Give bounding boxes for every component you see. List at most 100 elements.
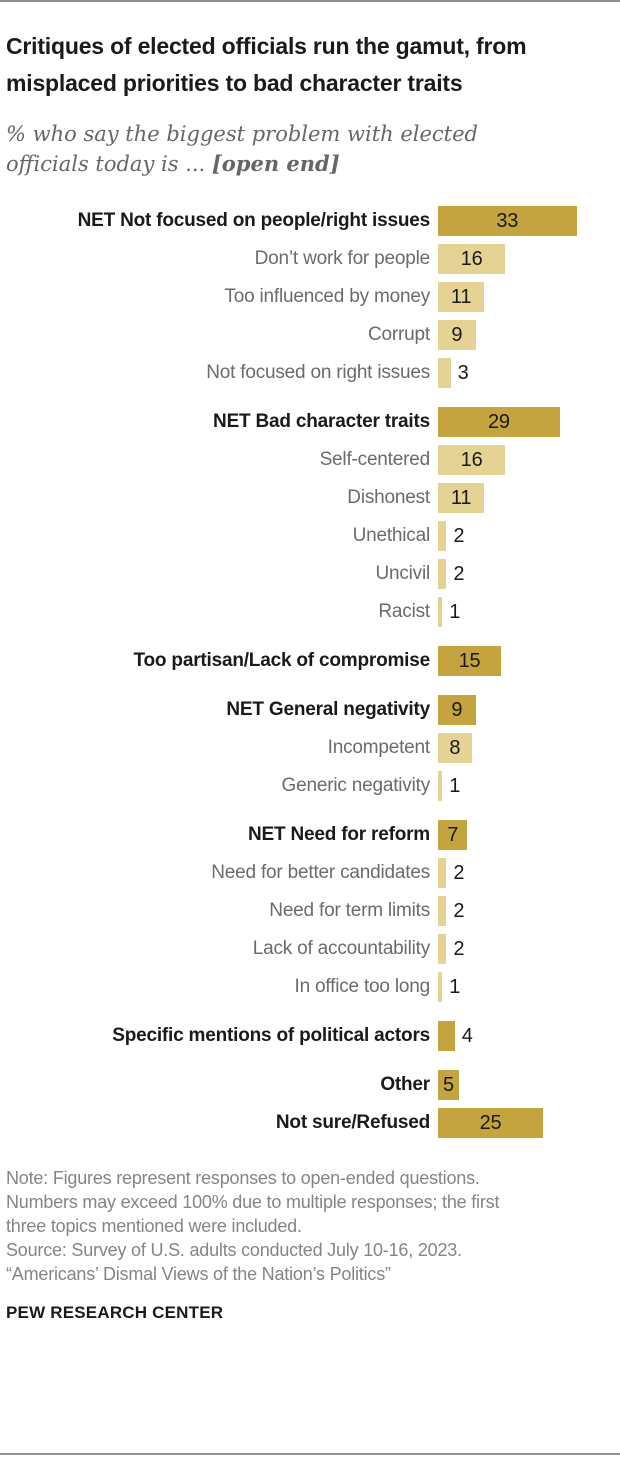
bar: [438, 934, 447, 964]
note-line: Numbers may exceed 100% due to multiple …: [6, 1192, 500, 1212]
bar-label: Too partisan/Lack of compromise: [133, 650, 431, 671]
bar-label: Other: [380, 1074, 430, 1095]
bar-value: 29: [487, 410, 510, 433]
bar-row: Other 5: [6, 1070, 614, 1100]
bar-row: In office too long 1: [6, 972, 614, 1002]
bar-row: Incompetent 8: [6, 733, 614, 763]
pew-research-center-logo: PEW RESEARCH CENTER: [6, 1303, 224, 1322]
bar-group: Specific mentions of political actors 4: [6, 1021, 614, 1051]
bar-value: 8: [449, 736, 461, 759]
bar-zone: 2: [438, 559, 614, 589]
bar-zone: 15: [438, 646, 614, 676]
bar-label: Generic negativity: [281, 775, 431, 796]
bar-value: 1: [449, 600, 461, 623]
bar-value: 1: [449, 975, 461, 998]
bar: [438, 972, 443, 1002]
bar-label: Self-centered: [319, 449, 431, 470]
bar-label: Need for better candidates: [211, 862, 430, 883]
bar-label: Not focused on right issues: [206, 362, 430, 383]
bar: 25: [438, 1108, 543, 1138]
bar-value: 9: [451, 698, 463, 721]
bar: [438, 771, 443, 801]
bar: 5: [438, 1070, 459, 1100]
bar-label: Corrupt: [368, 324, 430, 345]
bar-zone: 1: [438, 597, 614, 627]
chart-footer: Note: Figures represent responses to ope…: [6, 1166, 614, 1323]
bar-zone: 1: [438, 771, 614, 801]
bar-row: Dishonest 11: [6, 483, 614, 513]
bar-label: Don’t work for people: [254, 248, 431, 269]
bar-zone: 9: [438, 320, 614, 350]
bar-value: 2: [453, 861, 465, 884]
bar-zone: 33: [438, 206, 614, 236]
bar-value: 5: [443, 1073, 454, 1096]
bar-zone: 5: [438, 1070, 614, 1100]
bar-label: Need for term limits: [269, 900, 430, 921]
bar-value: 1: [449, 774, 461, 797]
bar-row: Need for term limits 2: [6, 896, 614, 926]
note-line: three topics mentioned were included.: [6, 1216, 302, 1236]
bar: 29: [438, 407, 560, 437]
bar-row: Specific mentions of political actors 4: [6, 1021, 614, 1051]
bar-label: NET Bad character traits: [213, 411, 430, 432]
bar-value: 2: [453, 937, 465, 960]
bar-group: Too partisan/Lack of compromise 15: [6, 646, 614, 676]
bar-row: Corrupt 9: [6, 320, 614, 350]
bar-zone: 2: [438, 521, 614, 551]
bar-zone: 1: [438, 972, 614, 1002]
bar-zone: 16: [438, 445, 614, 475]
bar-zone: 2: [438, 896, 614, 926]
bar-row: NET Not focused on people/right issues 33: [6, 206, 614, 236]
bar-label: Uncivil: [375, 563, 430, 584]
bar-label: Unethical: [352, 525, 431, 546]
bar-label: Lack of accountability: [252, 938, 430, 959]
bar-group: NET Need for reform 7 Need for better cand…: [6, 820, 614, 1002]
bar-zone: 3: [438, 358, 614, 388]
bar-value: 11: [450, 285, 472, 308]
bar-zone: 25: [438, 1108, 614, 1138]
bar-value: 9: [451, 323, 463, 346]
bar-value: 2: [453, 562, 465, 585]
bar: 16: [438, 445, 506, 475]
bar-label: In office too long: [294, 976, 431, 997]
bar: 11: [438, 483, 485, 513]
bar: 7: [438, 820, 468, 850]
bar-value: 25: [479, 1111, 502, 1134]
bar-row: Racist 1: [6, 597, 614, 627]
bar-group: NET General negativity 9 Incompetent 8 Gener…: [6, 695, 614, 801]
bar-value: 7: [447, 823, 459, 846]
bar-row: Too partisan/Lack of compromise 15: [6, 646, 614, 676]
bar: [438, 1021, 455, 1051]
bar-row: NET Bad character traits 29: [6, 407, 614, 437]
bottom-divider: [0, 1453, 620, 1455]
bar-zone: 16: [438, 244, 614, 274]
bar: [438, 597, 443, 627]
bar-row: Unethical 2: [6, 521, 614, 551]
bar-zone: 9: [438, 695, 614, 725]
bar-value: 4: [461, 1024, 473, 1047]
bar-zone: 11: [438, 282, 614, 312]
bar-value: 2: [453, 899, 465, 922]
bar: 9: [438, 695, 476, 725]
bar: 16: [438, 244, 506, 274]
bar: 8: [438, 733, 472, 763]
bar-label: NET Need for reform: [247, 824, 430, 845]
bar: 9: [438, 320, 476, 350]
bar-label: Specific mentions of political actors: [112, 1025, 430, 1046]
bar-zone: 2: [438, 934, 614, 964]
bar-value: 16: [460, 448, 483, 471]
bar-label: Racist: [378, 601, 430, 622]
bar-value: 33: [496, 209, 519, 232]
bar-row: Need for better candidates 2: [6, 858, 614, 888]
chart-subtitle: % who say the biggest problem with elect…: [6, 119, 531, 179]
bar-row: Generic negativity 1: [6, 771, 614, 801]
bar-row: NET General negativity 9: [6, 695, 614, 725]
bar-zone: 4: [438, 1021, 614, 1051]
bar-zone: 7: [438, 820, 614, 850]
bar-label: NET Not focused on people/right issues: [77, 210, 431, 231]
bar: 15: [438, 646, 501, 676]
bar-row: Don’t work for people 16: [6, 244, 614, 274]
bar-row: NET Need for reform 7: [6, 820, 614, 850]
bar-zone: 29: [438, 407, 614, 437]
bar-group: NET Bad character traits 29 Self-centered 1…: [6, 407, 614, 627]
